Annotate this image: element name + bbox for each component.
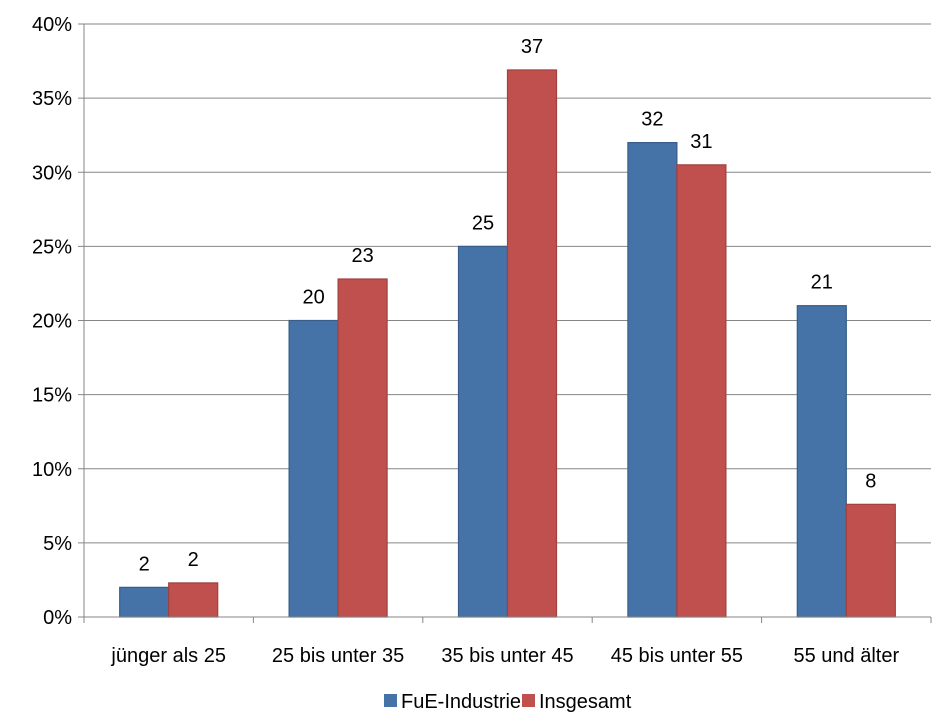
bar-insgesamt: [676, 164, 727, 618]
bar-fue-industrie: [796, 305, 847, 618]
data-label: 37: [521, 36, 543, 58]
data-labels: 2 2 20 23 25 37 32 31 21 8: [139, 36, 877, 575]
bar-insgesamt: [506, 69, 558, 618]
data-label: 2: [139, 553, 150, 575]
x-category-label: 45 bis unter 55: [611, 645, 743, 667]
y-tick-label: 30%: [32, 162, 72, 184]
bar-fue-industrie: [627, 142, 678, 618]
bar-fue-industrie: [288, 319, 339, 618]
y-tick-label: 15%: [32, 385, 72, 407]
bar-insgesamt: [845, 503, 896, 618]
bar-fue-industrie: [119, 586, 170, 618]
legend-swatch: [384, 694, 397, 707]
x-category-label: 55 und älter: [793, 645, 899, 667]
y-tick-label: 25%: [32, 236, 72, 258]
y-tick-label: 35%: [32, 88, 72, 110]
data-label: 23: [351, 245, 373, 267]
legend-label: FuE-Industrie: [401, 691, 521, 713]
y-tick-label: 20%: [32, 311, 72, 333]
legend-label: Insgesamt: [539, 691, 632, 713]
legend: FuE-Industrie Insgesamt: [384, 691, 632, 713]
data-label: 25: [472, 212, 494, 234]
data-label: 2: [188, 549, 199, 571]
data-label: 20: [302, 287, 324, 309]
bars: [119, 69, 896, 618]
y-axis-tick-labels: 0% 5% 10% 15% 20% 25% 30% 35% 40%: [32, 14, 72, 629]
axes: [83, 24, 932, 623]
y-tick-label: 40%: [32, 14, 72, 36]
data-label: 21: [811, 272, 833, 294]
x-category-label: 25 bis unter 35: [272, 645, 404, 667]
y-tick-label: 5%: [43, 533, 72, 555]
bar-insgesamt: [337, 278, 388, 618]
data-label: 32: [641, 109, 663, 131]
y-tick-label: 0%: [43, 607, 72, 629]
x-axis-category-labels: jünger als 25 25 bis unter 35 35 bis unter…: [110, 645, 899, 667]
data-label: 8: [865, 470, 876, 492]
x-category-label: 35 bis unter 45: [441, 645, 573, 667]
x-category-label: jünger als 25: [110, 645, 226, 667]
y-tick-label: 10%: [32, 459, 72, 481]
bar-insgesamt: [168, 582, 219, 618]
legend-swatch: [522, 694, 535, 707]
bar-fue-industrie: [457, 245, 509, 618]
data-label: 31: [690, 131, 712, 153]
